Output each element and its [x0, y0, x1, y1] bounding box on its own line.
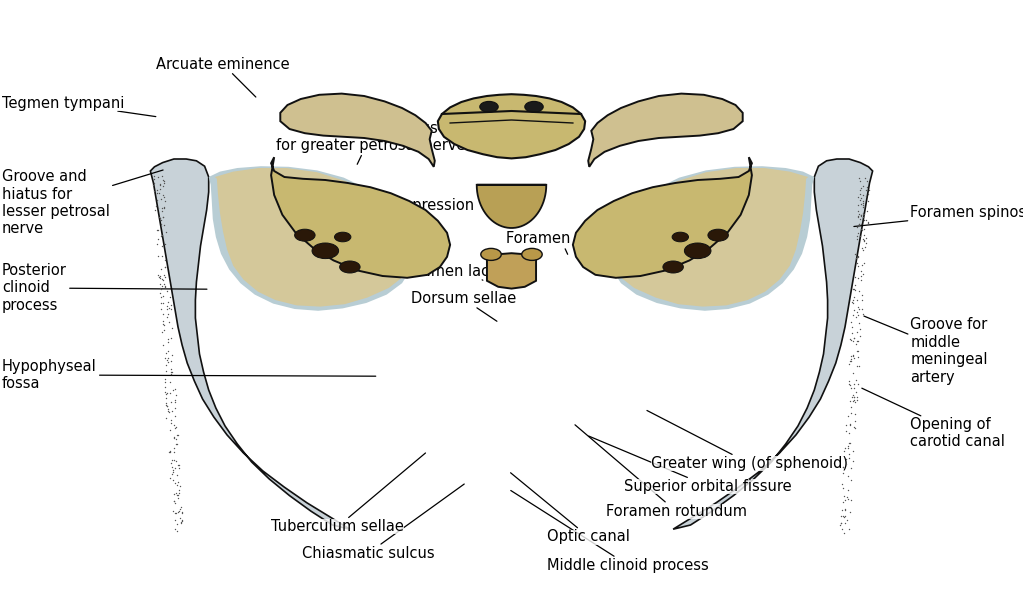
Polygon shape [438, 94, 585, 158]
Text: Superior orbital fissure: Superior orbital fissure [589, 436, 792, 493]
Text: Trigeminal impression: Trigeminal impression [313, 197, 475, 215]
Circle shape [663, 261, 683, 273]
Circle shape [708, 229, 728, 241]
Circle shape [525, 101, 543, 112]
Text: Tuberculum sellae: Tuberculum sellae [271, 453, 426, 534]
Text: Posterior
clinoid
process: Posterior clinoid process [2, 263, 207, 313]
Polygon shape [150, 159, 350, 529]
Text: Foramen ovale: Foramen ovale [506, 231, 615, 254]
Polygon shape [271, 157, 450, 278]
Text: Optic canal: Optic canal [510, 473, 630, 545]
Polygon shape [477, 185, 546, 228]
Text: Middle clinoid process: Middle clinoid process [510, 490, 709, 572]
Polygon shape [487, 253, 536, 289]
Circle shape [522, 248, 542, 260]
Polygon shape [673, 159, 873, 529]
Text: Tegmen tympani: Tegmen tympani [2, 95, 155, 116]
Text: Opening of
carotid canal: Opening of carotid canal [861, 388, 1006, 449]
Text: Arcuate eminence: Arcuate eminence [157, 57, 290, 97]
Circle shape [312, 243, 339, 259]
Circle shape [295, 229, 315, 241]
Circle shape [684, 243, 711, 259]
Text: Foramen spinosum: Foramen spinosum [854, 205, 1023, 227]
Polygon shape [215, 168, 412, 307]
Polygon shape [609, 166, 814, 311]
Text: Chiasmatic sulcus: Chiasmatic sulcus [302, 484, 464, 560]
Text: Groove and
hiatus for
lesser petrosal
nerve: Groove and hiatus for lesser petrosal ne… [2, 169, 163, 236]
Circle shape [480, 101, 498, 112]
Circle shape [335, 232, 351, 242]
Text: Foramen lacerum: Foramen lacerum [399, 263, 528, 280]
Text: Dorsum sellae: Dorsum sellae [411, 291, 516, 321]
Text: Hypophyseal
fossa: Hypophyseal fossa [2, 359, 375, 391]
Polygon shape [611, 168, 808, 307]
Polygon shape [588, 94, 743, 167]
Circle shape [672, 232, 688, 242]
Text: Greater wing (of sphenoid): Greater wing (of sphenoid) [647, 410, 848, 470]
Circle shape [481, 248, 501, 260]
Circle shape [340, 261, 360, 273]
Text: Foramen rotundum: Foramen rotundum [575, 425, 747, 518]
Text: Groove and hiatus
for greater petrosal nerve: Groove and hiatus for greater petrosal n… [275, 121, 465, 164]
Text: Groove for
middle
meningeal
artery: Groove for middle meningeal artery [864, 316, 988, 385]
Polygon shape [280, 94, 435, 167]
Polygon shape [573, 157, 752, 278]
Polygon shape [209, 166, 414, 311]
